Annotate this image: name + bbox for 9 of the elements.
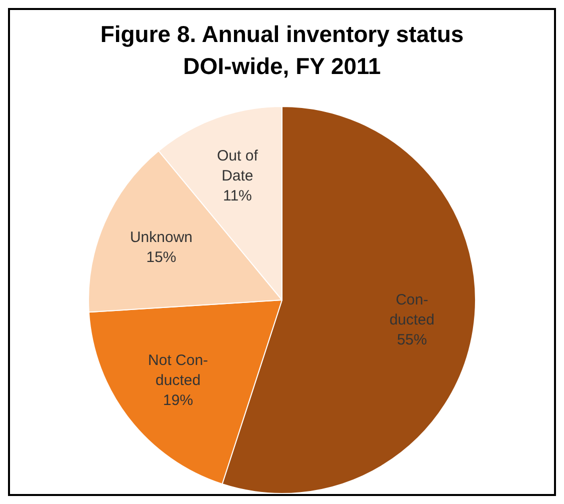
data-label: 15% [146, 248, 176, 266]
slice-label: Con-ducted [389, 292, 434, 329]
slice-label: Unknown [130, 228, 193, 246]
data-label: 19% [163, 392, 194, 409]
chart-title: Figure 8. Annual inventory status DOI-wide, FY 2011 [99, 20, 465, 81]
slice-label: Out of Date [217, 147, 259, 184]
slice-label: Not Con-ducted [148, 352, 208, 389]
data-label: 55% [396, 332, 427, 349]
data-label: 11% [222, 187, 252, 204]
